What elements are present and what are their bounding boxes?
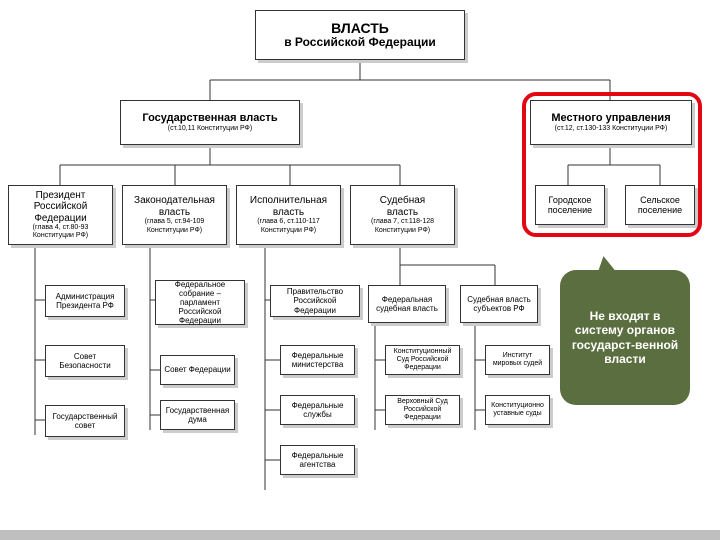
leaf-jud2-2: Конституционно уставные суды: [485, 395, 550, 425]
president-box: Президент Российской Федерации (глава 4,…: [8, 185, 113, 245]
leaf-exec-2: Федеральные службы: [280, 395, 355, 425]
leaf-pres-1: Совет Безопасности: [45, 345, 125, 377]
leaf-pres-2: Государственный совет: [45, 405, 125, 437]
local-title: Местного управления: [534, 112, 688, 125]
judicial-box: Судебная власть (глава 7, ст.118-128 Кон…: [350, 185, 455, 245]
root-line2: в Российской Федерации: [259, 36, 461, 50]
village-box: Сельское поселение: [625, 185, 695, 225]
leaf-exec-1: Федеральные министерства: [280, 345, 355, 375]
leaf-jud2-1: Институт мировых судей: [485, 345, 550, 375]
footer-bar: [0, 530, 720, 540]
leaf-jud2-0: Судебная власть субъектов РФ: [460, 285, 538, 323]
executive-box: Исполнительная власть (глава 6, ст.110-1…: [236, 185, 341, 245]
state-sub: (ст.10,11 Конституции РФ): [124, 125, 296, 133]
leaf-leg-2: Государственная дума: [160, 400, 235, 430]
leaf-pres-0: Администрация Президента РФ: [45, 285, 125, 317]
callout-text: Не входят в систему органов государст-ве…: [566, 309, 684, 367]
leaf-jud1-0: Федеральная судебная власть: [368, 285, 446, 323]
local-sub: (ст.12, ст.130-133 Конституции РФ): [534, 125, 688, 133]
callout-bubble: Не входят в систему органов государст-ве…: [560, 270, 690, 405]
leaf-exec-3: Федеральные агентства: [280, 445, 355, 475]
state-power-box: Государственная власть (ст.10,11 Констит…: [120, 100, 300, 145]
leaf-leg-0: Федеральное собрание – парламент Российс…: [155, 280, 245, 325]
legislative-box: Законодательная власть (глава 5, ст.94-1…: [122, 185, 227, 245]
leaf-jud1-2: Верховный Суд Российской Федерации: [385, 395, 460, 425]
leaf-exec-0: Правительство Российской Федерации: [270, 285, 360, 317]
root-line1: ВЛАСТЬ: [259, 20, 461, 36]
root-box: ВЛАСТЬ в Российской Федерации: [255, 10, 465, 60]
city-box: Городское поселение: [535, 185, 605, 225]
state-title: Государственная власть: [124, 112, 296, 125]
local-gov-box: Местного управления (ст.12, ст.130-133 К…: [530, 100, 692, 145]
leaf-jud1-1: Конституционный Суд Российской Федерации: [385, 345, 460, 375]
leaf-leg-1: Совет Федерации: [160, 355, 235, 385]
